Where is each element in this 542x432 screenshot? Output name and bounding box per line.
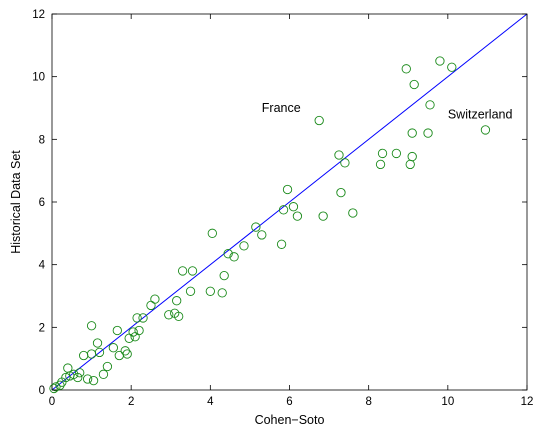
data-point <box>391 148 402 159</box>
x-tick-label: 8 <box>365 396 371 408</box>
data-point <box>407 151 417 162</box>
y-tick-label: 12 <box>32 9 45 21</box>
data-point <box>276 239 287 249</box>
data-point <box>336 187 346 198</box>
data-point <box>49 383 59 394</box>
y-tick-label: 4 <box>39 260 46 272</box>
data-point <box>447 62 457 72</box>
data-point <box>229 252 239 262</box>
data-point <box>112 325 122 336</box>
y-tick-label: 0 <box>39 385 45 397</box>
data-point <box>223 249 233 259</box>
data-point <box>435 56 445 66</box>
annotation-label: Switzerland <box>448 107 513 121</box>
data-point <box>251 222 261 232</box>
y-tick-label: 8 <box>39 134 45 146</box>
data-point <box>292 211 303 221</box>
data-point <box>92 338 103 348</box>
data-point <box>425 100 435 110</box>
annotations-layer: France Switzerland <box>262 101 513 121</box>
data-point <box>480 125 491 135</box>
data-point <box>217 288 227 298</box>
data-point <box>340 158 350 168</box>
data-point <box>61 372 71 383</box>
data-point <box>108 343 119 353</box>
data-point <box>174 311 184 322</box>
data-point <box>375 159 386 170</box>
data-point <box>98 369 109 379</box>
data-point <box>102 361 113 372</box>
x-tick-label: 4 <box>207 396 214 408</box>
data-point <box>134 325 144 336</box>
data-point <box>348 208 358 218</box>
y-tick-label: 10 <box>32 72 45 84</box>
data-point <box>164 310 174 320</box>
data-point <box>150 294 160 304</box>
data-point <box>177 266 188 276</box>
data-point <box>377 148 388 159</box>
data-point <box>122 349 132 359</box>
data-point <box>128 327 138 337</box>
y-tick-label: 6 <box>39 197 45 209</box>
y-axis-title: Historical Data Set <box>9 150 23 254</box>
data-point <box>185 286 196 296</box>
data-point <box>120 346 130 356</box>
reference-line <box>51 13 528 391</box>
data-point <box>94 347 105 358</box>
data-point <box>423 128 433 138</box>
x-tick-label: 2 <box>128 396 134 408</box>
y-tick-label: 2 <box>39 322 45 334</box>
data-point <box>334 150 344 160</box>
data-point <box>187 266 198 276</box>
annotation-label: France <box>262 101 301 115</box>
data-point <box>278 205 289 215</box>
data-point <box>239 241 249 251</box>
reference-line-layer <box>51 13 528 391</box>
data-point <box>409 79 419 90</box>
data-point <box>86 321 97 331</box>
data-point <box>138 313 148 323</box>
x-tick-label: 6 <box>286 396 292 408</box>
x-tick-label: 10 <box>441 396 454 408</box>
data-point <box>172 296 182 306</box>
data-point <box>401 64 411 74</box>
x-tick-label: 12 <box>521 396 534 408</box>
data-point <box>75 368 85 378</box>
data-point <box>314 115 324 126</box>
data-point <box>205 286 215 296</box>
data-point <box>407 128 417 138</box>
x-tick-label: 0 <box>49 396 55 408</box>
data-point <box>55 380 65 390</box>
data-point <box>82 374 93 384</box>
axis-ticks-layer: 0 2 4 6 8 10 12 0 2 4 6 8 10 12 <box>32 9 533 408</box>
data-point <box>219 270 229 281</box>
x-axis-title: Cohen−Soto <box>255 413 325 427</box>
data-point <box>257 230 267 240</box>
data-point <box>207 228 217 238</box>
data-point <box>132 313 142 323</box>
data-points-layer <box>49 56 491 394</box>
data-point <box>282 184 293 195</box>
data-point <box>318 211 328 221</box>
data-point <box>288 202 299 212</box>
data-point <box>88 375 99 386</box>
data-point <box>73 372 83 383</box>
